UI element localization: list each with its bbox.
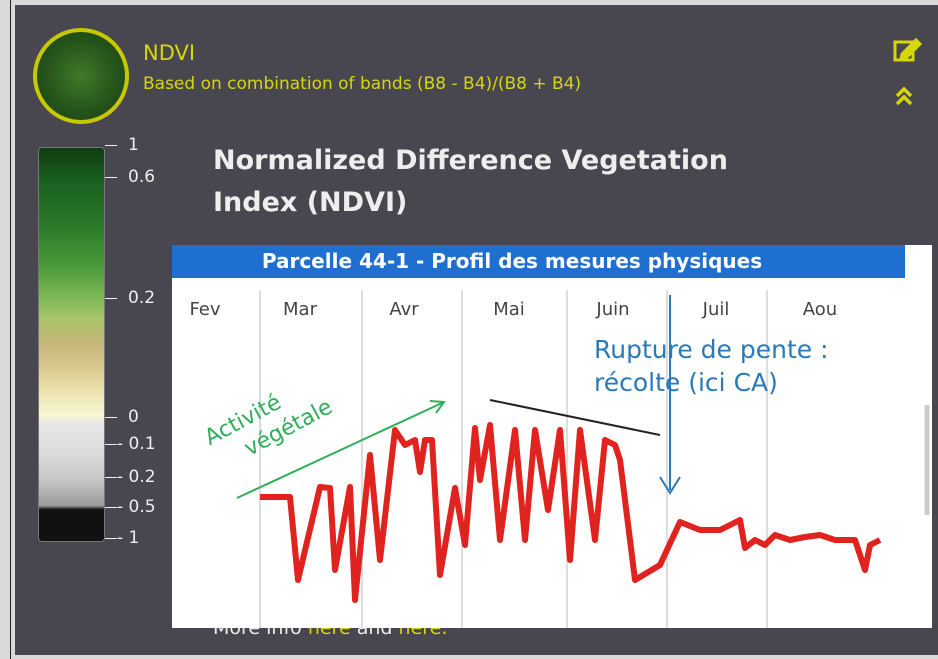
- color-ramp: [38, 147, 105, 542]
- overlay-image: Parcelle 44-1 - Profil des mesures physi…: [172, 245, 932, 628]
- legend-label: - 0.2: [117, 468, 156, 486]
- legend-label: - 0.1: [117, 435, 156, 453]
- month: Avr: [389, 299, 419, 320]
- legend-tick: [105, 477, 117, 478]
- legend-label: 0.2: [128, 289, 155, 307]
- legend-label: - 0.5: [117, 498, 156, 516]
- legend-label: 0.6: [128, 168, 155, 186]
- layer-thumbnail: [33, 28, 129, 124]
- month: Juin: [595, 299, 629, 320]
- collapse-icon[interactable]: [897, 89, 911, 104]
- overlay-title: Parcelle 44-1 - Profil des mesures physi…: [262, 249, 762, 273]
- legend-label: 1: [128, 136, 139, 154]
- legend-tick: [105, 444, 117, 445]
- month: Mai: [493, 299, 525, 320]
- icons: [892, 36, 922, 108]
- legend-tick: [105, 507, 117, 508]
- annotation: Rupture de pente :: [594, 335, 829, 364]
- legend-tick: [105, 145, 117, 146]
- month: Mar: [283, 299, 318, 320]
- layer-subtitle: Based on combination of bands (B8 - B4)/…: [143, 74, 581, 94]
- month: Juil: [702, 299, 730, 320]
- description-title: Normalized Difference Vegetation Index (…: [213, 140, 803, 224]
- month: Fev: [189, 299, 220, 320]
- legend-tick: [105, 177, 117, 178]
- legend-tick: [105, 417, 117, 418]
- page: NDVI Based on combination of bands (B8 -…: [0, 0, 938, 659]
- legend-tick: [105, 298, 117, 299]
- annotation: récolte (ici CA): [594, 368, 778, 397]
- legend-tick: [105, 538, 117, 539]
- month: Aou: [803, 299, 837, 320]
- edge: [10, 0, 11, 659]
- edit-icon[interactable]: [895, 40, 920, 60]
- layer-title: NDVI: [143, 41, 195, 65]
- legend-label: 0: [128, 408, 139, 426]
- legend-label: - 1: [117, 529, 139, 547]
